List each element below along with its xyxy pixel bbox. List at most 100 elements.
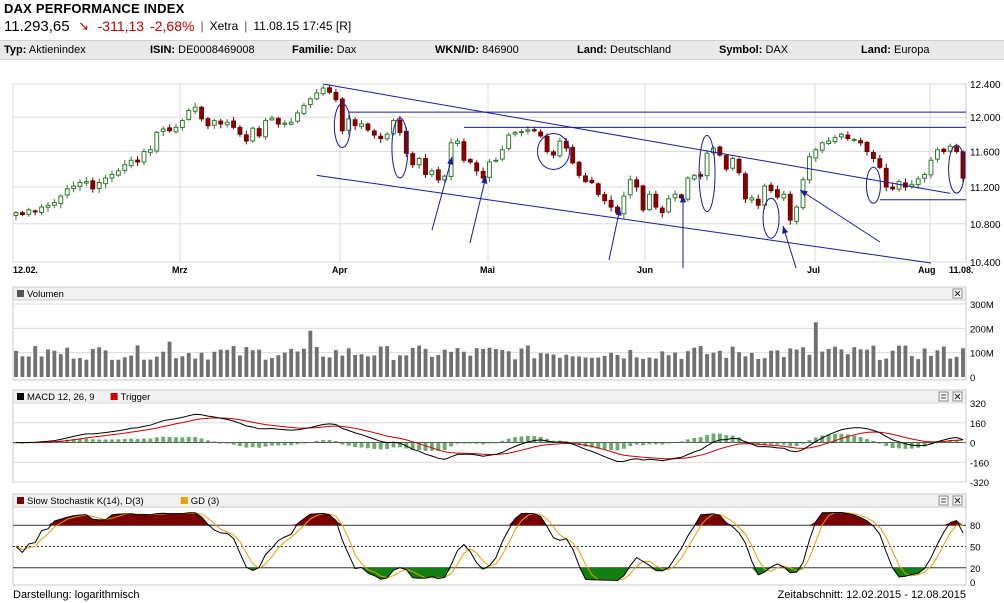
- settings-icon: [938, 391, 949, 402]
- exchange-name[interactable]: Xetra: [209, 19, 239, 33]
- candle: [634, 179, 640, 188]
- annotation-arrowhead: [615, 208, 622, 216]
- macd-histogram-bar: [903, 442, 908, 449]
- volume-bar: [679, 358, 684, 377]
- stochastic-overbought-fill: [16, 512, 963, 526]
- macd-histogram-bar: [199, 438, 204, 443]
- volume-bar: [545, 353, 550, 377]
- volume-bar: [519, 348, 524, 377]
- candle: [595, 183, 601, 195]
- candle: [186, 109, 192, 120]
- candle: [45, 204, 51, 208]
- volume-bar: [737, 352, 741, 377]
- volume-bar: [948, 358, 953, 377]
- volume-y-tick: 0: [970, 373, 975, 384]
- volume-bar: [743, 356, 748, 377]
- volume-bar: [794, 349, 799, 377]
- candle: [269, 117, 275, 121]
- macd-histogram-bar: [583, 442, 588, 447]
- macd-y-tick: -320: [970, 478, 989, 489]
- volume-bar: [500, 349, 505, 377]
- annotation-ellipse: [762, 197, 780, 239]
- volume-bar: [148, 359, 153, 377]
- candle: [263, 120, 268, 138]
- volume-bar: [129, 355, 134, 377]
- volume-bar: [116, 359, 121, 377]
- volume-bar: [180, 356, 185, 377]
- candle: [519, 131, 524, 134]
- macd-histogram-bar: [647, 442, 652, 445]
- macd-histogram-bar: [685, 439, 690, 443]
- annotation-arrow: [799, 189, 881, 243]
- down-arrow-icon: ↘: [78, 18, 90, 33]
- trigger-label: Trigger: [121, 392, 151, 403]
- candle: [115, 170, 121, 176]
- macd-histogram-bar: [628, 442, 633, 447]
- volume-bar: [398, 355, 402, 377]
- candle: [250, 127, 256, 142]
- volume-bar: [532, 358, 537, 377]
- macd-histogram-bar: [871, 440, 876, 443]
- candle: [934, 149, 940, 160]
- macd-histogram-bar: [801, 442, 805, 444]
- volume-bar: [340, 355, 345, 377]
- volume-bar: [33, 346, 38, 377]
- candle: [775, 189, 780, 198]
- candle: [736, 158, 742, 174]
- volume-bar: [90, 349, 95, 377]
- stochastic-y-tick: 20: [970, 564, 981, 575]
- macd-histogram-bar: [877, 442, 882, 444]
- macd-histogram-bar: [865, 438, 869, 443]
- candle: [211, 120, 217, 126]
- volume-bar: [314, 346, 319, 377]
- volume-bar: [334, 350, 338, 377]
- annotation-ellipse: [865, 166, 881, 204]
- volume-bar: [212, 351, 217, 377]
- volume-legend-icon: [17, 290, 24, 297]
- volume-bar: [346, 348, 351, 377]
- candle: [704, 152, 710, 177]
- annotation-arrowhead: [800, 190, 808, 197]
- candle: [371, 130, 377, 136]
- candle: [480, 170, 486, 179]
- volume-bar: [282, 352, 287, 377]
- macd-histogram-bar: [705, 435, 709, 443]
- macd-histogram-bar: [615, 442, 620, 451]
- macd-histogram-bar: [78, 438, 82, 443]
- volume-bar: [429, 356, 434, 377]
- macd-histogram-bar: [116, 439, 121, 443]
- candle: [922, 173, 928, 179]
- macd-histogram-bar: [359, 442, 364, 448]
- macd-histogram-bar: [257, 442, 262, 448]
- macd-histogram-bar: [346, 442, 351, 446]
- volume-bar: [538, 353, 543, 377]
- macd-line: [15, 413, 964, 463]
- price-y-tick: 10.400: [970, 258, 1001, 269]
- macd-histogram-bar: [487, 442, 492, 444]
- volume-bar: [474, 348, 479, 377]
- volume-bar: [193, 358, 198, 377]
- volume-bar: [244, 347, 249, 377]
- volume-bar: [903, 345, 908, 377]
- volume-bar: [781, 357, 786, 377]
- macd-histogram-bar: [423, 442, 428, 451]
- volume-bar: [270, 358, 274, 377]
- candle: [864, 141, 870, 152]
- candle: [83, 181, 89, 184]
- candle: [275, 117, 281, 125]
- volume-bar: [941, 346, 946, 377]
- macd-histogram-bar: [154, 437, 159, 443]
- candle: [506, 134, 512, 150]
- macd-histogram-bar: [769, 442, 773, 445]
- volume-bar: [263, 359, 268, 377]
- candle: [64, 188, 70, 196]
- macd-histogram-bar: [289, 442, 294, 446]
- separator: |: [200, 19, 204, 33]
- volume-bar: [84, 359, 89, 377]
- candle: [717, 146, 723, 156]
- volume-bar: [78, 358, 82, 377]
- candle: [19, 212, 25, 215]
- volume-bar: [167, 341, 172, 377]
- volume-bar: [372, 355, 377, 377]
- candle: [141, 150, 147, 163]
